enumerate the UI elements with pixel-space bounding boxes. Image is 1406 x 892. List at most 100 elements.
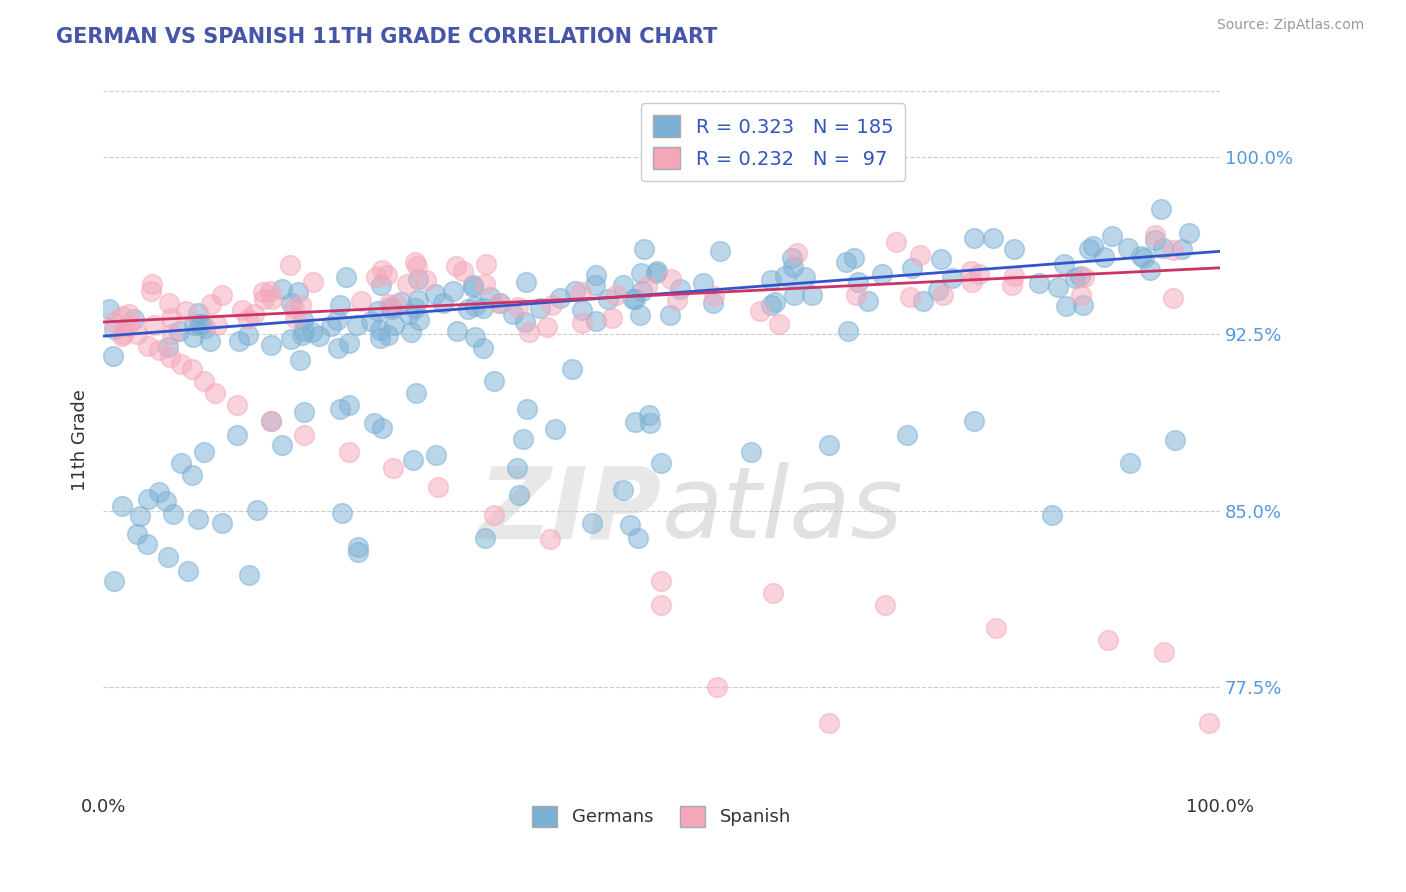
Point (1150, 202, 1173, 217)
Point (870, 267, 893, 281)
Point (630, 266, 652, 280)
Point (702, 295, 724, 310)
Point (1069, 268, 1091, 283)
Point (471, 301, 494, 316)
Point (226, 428, 249, 442)
Point (253, 292, 276, 306)
Point (1081, 239, 1104, 253)
Point (287, 285, 309, 299)
Point (844, 251, 866, 265)
Point (330, 506, 353, 520)
Point (444, 259, 467, 273)
Point (571, 303, 593, 318)
Point (474, 531, 496, 545)
Point (1116, 241, 1139, 255)
Point (1040, 508, 1063, 523)
Point (360, 313, 382, 327)
Point (668, 282, 690, 296)
Point (194, 320, 217, 334)
Point (142, 318, 165, 333)
Text: GERMAN VS SPANISH 11TH GRADE CORRELATION CHART: GERMAN VS SPANISH 11TH GRADE CORRELATION… (56, 27, 717, 46)
Point (637, 408, 659, 422)
Point (432, 296, 454, 310)
Point (703, 289, 725, 303)
Point (1152, 241, 1174, 255)
Point (451, 264, 474, 278)
Point (659, 272, 682, 286)
Point (204, 385, 226, 400)
Point (350, 293, 373, 308)
Point (1002, 269, 1025, 284)
Point (631, 284, 654, 298)
Point (474, 277, 496, 291)
Point (112, 326, 135, 341)
Point (404, 301, 426, 316)
Point (425, 287, 447, 301)
Point (378, 296, 401, 310)
Point (605, 287, 627, 301)
Point (148, 484, 170, 499)
Point (270, 282, 292, 296)
Point (963, 414, 986, 428)
Text: atlas: atlas (661, 462, 903, 559)
Point (564, 284, 586, 298)
Point (502, 307, 524, 321)
Point (395, 277, 418, 292)
Point (927, 283, 949, 297)
Point (569, 285, 592, 299)
Point (1132, 252, 1154, 266)
Y-axis label: 11th Grade: 11th Grade (72, 389, 89, 491)
Point (148, 343, 170, 358)
Point (367, 304, 389, 318)
Point (103, 574, 125, 589)
Point (762, 586, 785, 600)
Point (529, 301, 551, 315)
Point (382, 461, 405, 475)
Point (114, 319, 136, 334)
Point (1054, 299, 1077, 313)
Point (658, 308, 681, 322)
Point (786, 246, 808, 260)
Point (156, 550, 179, 565)
Point (368, 331, 391, 345)
Point (170, 457, 193, 471)
Point (1097, 633, 1119, 648)
Point (636, 279, 658, 293)
Point (1101, 228, 1123, 243)
Point (1198, 715, 1220, 730)
Point (1046, 280, 1069, 294)
Point (377, 327, 399, 342)
Point (898, 290, 921, 304)
Point (319, 318, 342, 333)
Point (183, 330, 205, 344)
Point (544, 422, 567, 436)
Point (457, 301, 479, 316)
Point (363, 416, 385, 430)
Point (129, 509, 152, 524)
Point (596, 293, 619, 307)
Point (301, 276, 323, 290)
Point (837, 324, 859, 338)
Point (157, 296, 180, 310)
Point (585, 314, 607, 328)
Point (650, 574, 672, 589)
Point (260, 338, 283, 352)
Point (111, 328, 134, 343)
Point (260, 292, 283, 306)
Point (181, 362, 204, 376)
Point (405, 385, 427, 400)
Point (238, 312, 260, 326)
Point (1073, 270, 1095, 285)
Point (692, 276, 714, 290)
Point (103, 322, 125, 336)
Point (706, 681, 728, 695)
Point (538, 532, 561, 546)
Point (548, 291, 571, 305)
Point (482, 508, 505, 523)
Point (471, 341, 494, 355)
Point (382, 318, 405, 333)
Point (181, 468, 204, 483)
Point (1139, 263, 1161, 277)
Point (761, 298, 783, 312)
Point (408, 313, 430, 327)
